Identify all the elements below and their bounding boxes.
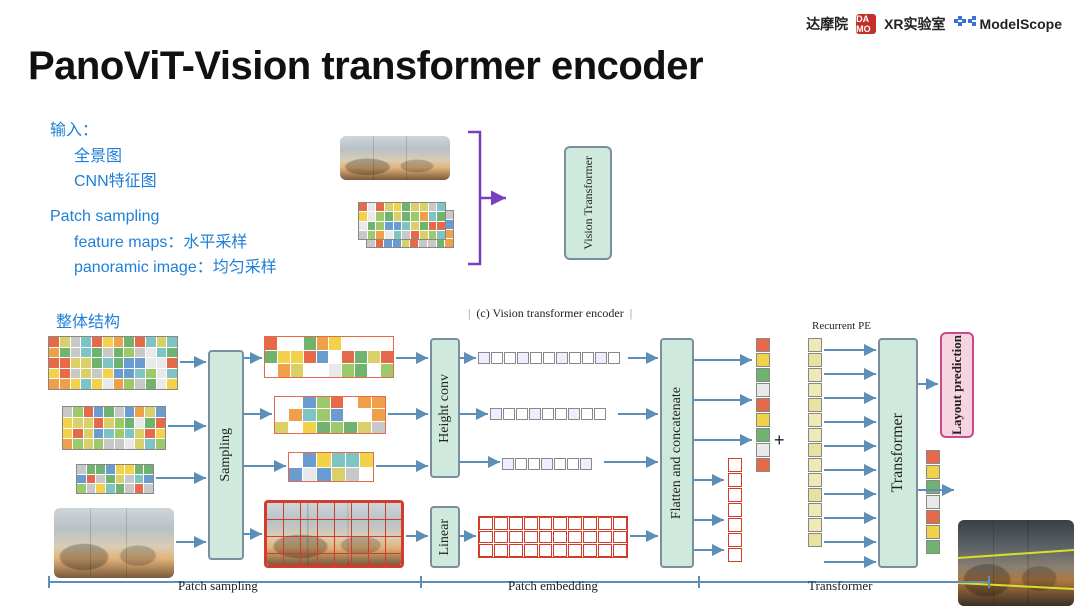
section-patch-sampling: Patch sampling feature maps：水平采样 panoram…	[50, 204, 277, 281]
stage-label-transformer: Transformer	[808, 578, 873, 594]
stage-label-embedding: Patch embedding	[508, 578, 598, 594]
panorama-input	[54, 508, 174, 578]
tokens-row-3	[502, 458, 592, 470]
arch-caption: | (c) Vision transformer encoder |	[468, 306, 632, 321]
section-input: 输入： 全景图 CNN特征图	[50, 118, 157, 195]
tokens-red-grid	[478, 516, 628, 558]
recurrent-pe-label: Recurrent PE	[812, 320, 871, 332]
module-flatten: Flatten and concatenate	[660, 338, 694, 568]
ps-item-1: panoramic image：均匀采样	[74, 255, 277, 281]
ps-item-0: feature maps：水平采样	[74, 230, 277, 256]
mini-diagram: Vision Transformer	[340, 128, 620, 278]
modelscope-logo: ModelScope	[954, 16, 1062, 32]
vt-label: Vision Transformer	[581, 156, 596, 250]
sampled-map-1	[264, 336, 394, 378]
tokens-col-pe	[808, 338, 822, 547]
xr-lab: XR实验室	[884, 14, 945, 34]
module-linear: Linear	[430, 506, 460, 568]
module-height-conv: Height conv	[430, 338, 460, 478]
bracket-icon	[464, 128, 514, 268]
output-panorama	[958, 520, 1074, 606]
tokens-row-2	[490, 408, 606, 420]
tokens-row-1	[478, 352, 620, 364]
stage-label-sampling: Patch sampling	[178, 578, 258, 594]
tokens-col-out	[926, 450, 940, 554]
page-title: PanoViT-Vision transformer encoder	[28, 44, 703, 89]
module-sampling: Sampling	[208, 350, 244, 560]
input-label: 输入：	[50, 118, 157, 144]
damo-badge: DA MO	[856, 14, 876, 34]
header-logos: 达摩院 DA MO XR实验室 ModelScope	[806, 14, 1062, 34]
feature-map-mini	[358, 202, 458, 268]
modelscope-icon	[954, 16, 976, 32]
input-item-0: 全景图	[74, 144, 157, 170]
sampled-panorama	[264, 500, 404, 568]
vision-transformer-box: Vision Transformer	[564, 146, 612, 260]
architecture-diagram: | (c) Vision transformer encoder | Recur…	[48, 330, 1048, 590]
feature-map-small	[76, 464, 154, 494]
sampled-map-3	[288, 452, 374, 482]
damo-cn: 达摩院	[806, 14, 848, 34]
input-item-1: CNN特征图	[74, 169, 157, 195]
tokens-col-red	[728, 458, 742, 562]
sampled-map-2	[274, 396, 386, 434]
plus-icon: +	[774, 430, 785, 451]
feature-map-medium	[62, 406, 166, 450]
pano-thumbnail	[340, 136, 450, 180]
tokens-col-embed	[756, 338, 770, 472]
feature-map-large	[48, 336, 178, 390]
ps-label: Patch sampling	[50, 204, 277, 230]
module-transformer: Transformer	[878, 338, 918, 568]
module-layout-prediction: Layout prediction	[940, 332, 974, 438]
